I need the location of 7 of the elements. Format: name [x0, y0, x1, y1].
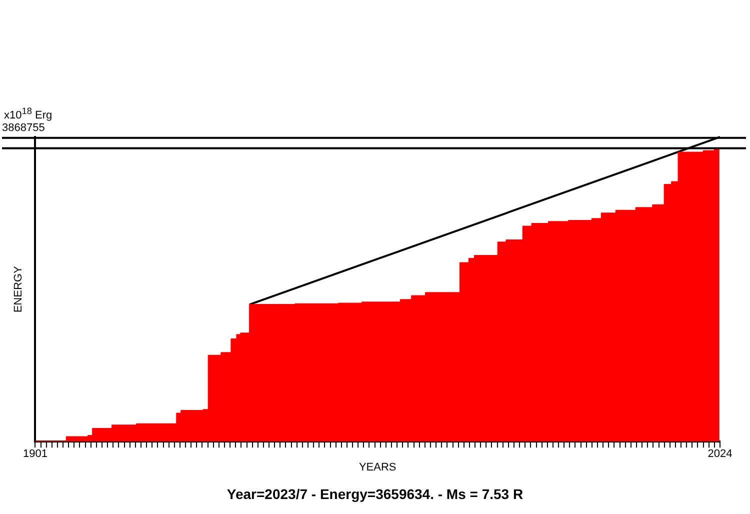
text: x10$^{18}$ Erg [4, 106, 52, 122]
x-tick-label: 1901 [22, 448, 48, 460]
text: 3868755 [2, 122, 45, 134]
x-axis-title: YEARS [358, 461, 396, 474]
text: Year=2023/7 - Energy=3659634. - Ms = 7.53 R [226, 486, 524, 502]
y-axis-title: ENERGY [12, 265, 25, 313]
x-tick-label: 2024 [708, 448, 732, 460]
